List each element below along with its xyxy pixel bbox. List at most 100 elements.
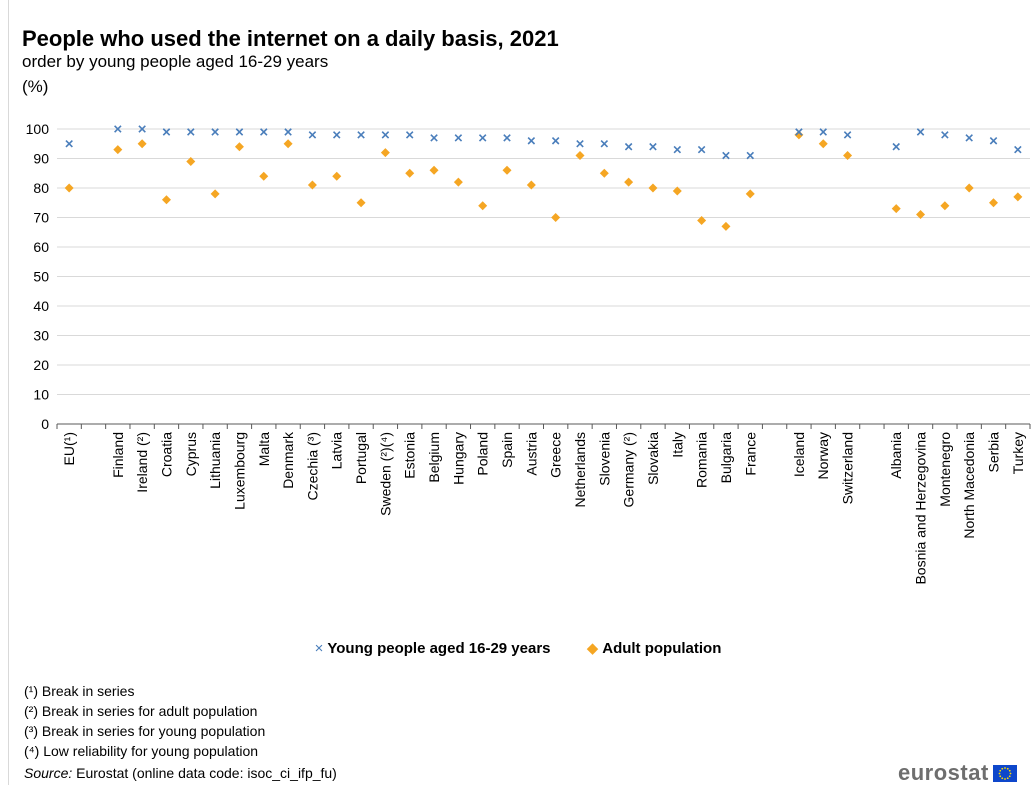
x-tick-label: Germany (²) (621, 432, 637, 507)
x-tick-label: Austria (523, 432, 539, 476)
flag-star (1006, 767, 1009, 770)
young-point (892, 142, 900, 151)
young-point (600, 139, 609, 148)
x-tick-label: Portugal (353, 432, 369, 484)
x-tick-label: Latvia (329, 432, 345, 470)
adult-point (234, 142, 244, 152)
flag-star (1006, 776, 1009, 779)
young-point (941, 131, 949, 139)
adult-point (332, 171, 342, 181)
young-point (576, 139, 584, 148)
legend-item-young: × Young people aged 16-29 years (315, 640, 551, 657)
adult-point (502, 165, 512, 175)
adult-point (599, 168, 609, 178)
adult-point (453, 177, 463, 187)
x-tick-label: North Macedonia (961, 432, 977, 539)
adult-point (283, 139, 293, 149)
x-tick-label: Turkey (1010, 432, 1026, 474)
x-tick-label: Czechia (³) (304, 432, 320, 500)
adult-point (356, 198, 366, 208)
adult-point (818, 139, 828, 149)
x-tick-label: Spain (499, 432, 515, 468)
x-tick-label: Slovenia (596, 432, 612, 486)
adult-point (989, 198, 999, 208)
x-tick-label: Malta (256, 432, 272, 466)
legend-label-young: Young people aged 16-29 years (327, 640, 551, 657)
chart-title: People who used the internet on a daily … (22, 26, 559, 51)
logo-wordmark: eurostat (898, 760, 989, 785)
footnote-1: (¹) Break in series (24, 683, 135, 699)
young-point (259, 128, 268, 136)
adult-point (916, 210, 926, 220)
scatter-chart: 0 10 20 30 40 50 60 70 80 90 100 EU(¹) Finland Irela… (26, 121, 1031, 585)
young-point (819, 128, 828, 136)
chart-subtitle: order by young people aged 16-29 years (22, 52, 329, 71)
y-tick-label: 60 (33, 239, 49, 255)
flag-star (999, 769, 1001, 772)
left-border-line (8, 0, 9, 785)
x-tick-label: Albania (888, 432, 904, 479)
x-tick-label: Belgium (426, 432, 442, 483)
adult-point (429, 165, 439, 175)
adult-point (697, 215, 707, 225)
adult-point (575, 151, 585, 161)
x-tick-label: Slovakia (645, 432, 661, 485)
x-tick-label: Ireland (²) (134, 432, 150, 493)
adult-point (891, 204, 901, 214)
x-tick-label: Poland (475, 432, 491, 476)
flag-star (1008, 769, 1011, 772)
flag-field (992, 764, 1017, 782)
young-point (114, 125, 122, 133)
young-point (795, 128, 803, 136)
y-tick-label: 0 (41, 416, 49, 432)
flag-star (1003, 777, 1006, 780)
adult-point (794, 130, 804, 140)
young-point (673, 145, 682, 154)
young-point (235, 128, 244, 136)
young-point (697, 145, 706, 154)
adult-point (405, 168, 415, 178)
young-point (965, 134, 973, 142)
flag-star (1003, 766, 1006, 769)
flag-star (1001, 767, 1003, 770)
x-tick-label: Switzerland (840, 432, 856, 504)
eu-flag-icon (992, 764, 1017, 782)
x-marker-icon: × (314, 640, 324, 657)
eurostat-logo: eurostat (898, 760, 1017, 786)
source-text: Eurostat (online data code: isoc_ci_ifp_… (72, 765, 337, 781)
young-point (551, 137, 560, 145)
adult-point (672, 186, 682, 196)
young-point (1014, 145, 1022, 154)
gridlines (57, 128, 1030, 395)
adult-point (721, 221, 731, 231)
flag-star (999, 774, 1001, 777)
young-point (284, 128, 292, 136)
young-point (989, 137, 998, 145)
source-label: Source: (24, 765, 73, 781)
adult-point (551, 213, 561, 222)
series-young-people (65, 125, 1022, 160)
x-tick-labels: EU(¹) Finland Ireland (²) Croatia Cyprus Lith… (61, 431, 1026, 585)
y-tick-labels: 0 10 20 30 40 50 60 70 80 90 100 (26, 121, 50, 432)
x-tick-label: Italy (669, 432, 685, 458)
footnote-4: (⁴) Low reliability for young population (24, 743, 259, 759)
young-point (843, 131, 852, 139)
x-tick-label: Bulgaria (718, 432, 734, 484)
adult-point (1013, 192, 1023, 202)
young-point (430, 134, 438, 142)
y-tick-label: 30 (33, 328, 49, 344)
young-point (624, 142, 633, 151)
x-tick-label: EU(¹) (61, 432, 77, 465)
young-point (65, 139, 73, 148)
chart-legend: × Young people aged 16-29 years ◆ Adult … (0, 639, 1036, 658)
young-point (308, 131, 317, 139)
adult-point (64, 183, 74, 193)
y-tick-label: 40 (33, 298, 49, 314)
young-point (381, 131, 390, 139)
flag-star (1001, 776, 1003, 779)
young-point (916, 128, 925, 136)
young-point (746, 151, 755, 160)
x-tick-label: France (742, 432, 758, 476)
x-tick-label: Netherlands (572, 432, 588, 508)
young-point (405, 131, 414, 139)
